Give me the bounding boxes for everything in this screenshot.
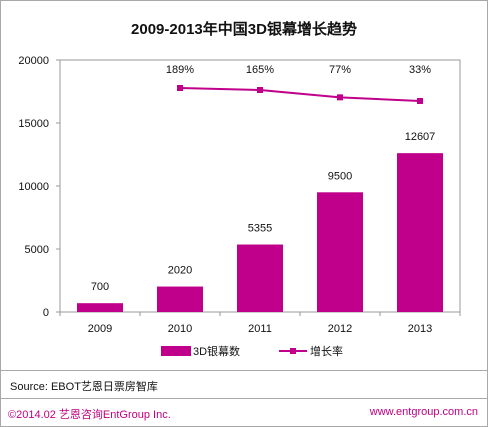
legend: 3D银幕数 增长率 — [161, 344, 343, 358]
bar — [77, 303, 123, 312]
x-tick-label: 2012 — [328, 323, 352, 335]
x-tick-label: 2013 — [408, 323, 432, 335]
legend-line-marker — [290, 348, 296, 354]
bar — [237, 244, 283, 312]
bar-data-labels: 700 2020 5355 9500 12607 — [91, 131, 435, 293]
growth-rate-marker — [257, 87, 263, 93]
growth-rate-label: 165% — [246, 64, 274, 76]
y-tick-label: 5000 — [25, 244, 49, 256]
website-link[interactable]: www.entgroup.com.cn — [369, 406, 478, 418]
growth-rate-marker — [417, 98, 423, 104]
y-tick-label: 0 — [43, 307, 49, 319]
legend-bar-swatch — [161, 346, 191, 356]
y-axis: 0 5000 10000 15000 20000 — [18, 55, 60, 319]
x-tick-label: 2011 — [248, 323, 272, 335]
bar-series — [77, 153, 443, 312]
bar — [157, 286, 203, 312]
line-data-labels: 189% 165% 77% 33% — [166, 64, 431, 76]
legend-bar-label: 3D银幕数 — [193, 344, 240, 358]
growth-rate-line — [179, 87, 421, 102]
bar-value-label: 5355 — [248, 223, 272, 235]
chart-title: 2009-2013年中国3D银幕增长趋势 — [131, 21, 357, 38]
x-tick-label: 2010 — [168, 323, 192, 335]
bar — [317, 192, 363, 312]
line-series — [177, 85, 423, 104]
y-tick-label: 10000 — [18, 181, 49, 193]
growth-rate-label: 77% — [329, 64, 351, 76]
y-tick-label: 20000 — [18, 55, 49, 67]
growth-rate-marker — [337, 94, 343, 101]
bar-value-label: 12607 — [405, 131, 436, 143]
growth-rate-label: 189% — [166, 64, 194, 76]
x-axis: 2009 2010 2011 2012 2013 — [59, 312, 461, 335]
x-tick-label: 2009 — [88, 323, 112, 335]
legend-line-label: 增长率 — [310, 344, 343, 358]
divider-bottom — [0, 398, 488, 399]
divider-top — [0, 370, 488, 371]
bar-value-label: 2020 — [168, 265, 192, 277]
growth-rate-marker — [177, 85, 183, 91]
y-tick-label: 15000 — [18, 118, 49, 130]
bar — [397, 153, 443, 312]
bar-value-label: 9500 — [328, 170, 352, 182]
growth-rate-label: 33% — [409, 64, 431, 76]
copyright-text: ©2014.02 艺恩咨询EntGroup Inc. — [8, 409, 171, 421]
bar-value-label: 700 — [91, 281, 109, 293]
source-note: Source: EBOT艺恩日票房智库 — [10, 381, 158, 393]
